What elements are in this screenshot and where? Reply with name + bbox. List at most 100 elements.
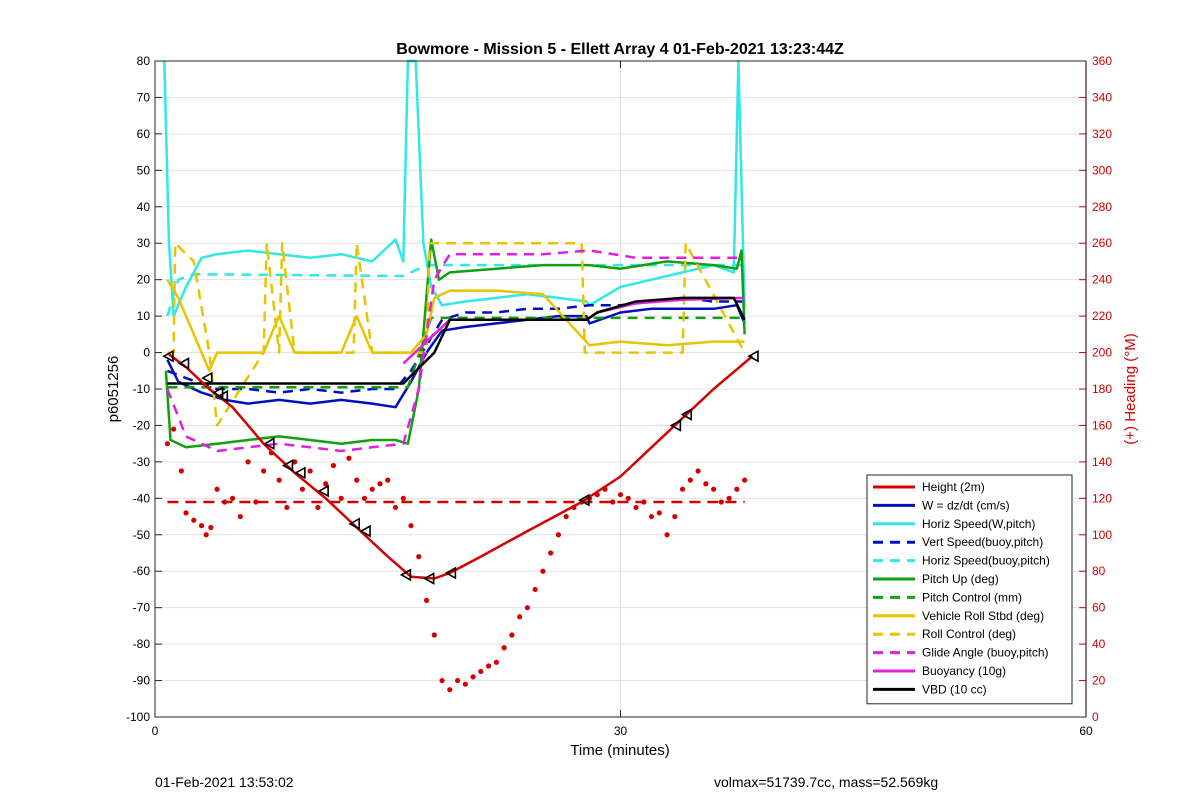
- heading-point: [203, 532, 209, 538]
- x-tick-label: 60: [1079, 724, 1093, 738]
- y-tick-label: 80: [137, 54, 151, 68]
- plot-frame: [154, 60, 1087, 718]
- y2-tick-label: 160: [1092, 418, 1112, 432]
- y2-tick-label: 320: [1092, 127, 1112, 141]
- y-tick-label: 20: [137, 273, 151, 287]
- y-axis-label: p6051256: [105, 356, 122, 423]
- y2-tick-label: 20: [1092, 674, 1106, 688]
- y-tick-label: -90: [133, 674, 151, 688]
- legend-entry: Vert Speed(buoy,pitch): [922, 535, 1043, 549]
- heading-point: [454, 677, 461, 684]
- heading-point: [695, 468, 701, 474]
- y2-tick-label: 240: [1092, 273, 1112, 287]
- heading-point: [361, 495, 368, 501]
- heading-point: [171, 426, 177, 432]
- triangle-marker: [317, 484, 329, 498]
- heading-point: [517, 614, 523, 620]
- x-tick-label: 30: [614, 724, 628, 738]
- series-line-5: [164, 238, 746, 449]
- heading-point: [633, 504, 639, 511]
- y-tick-label: -100: [126, 710, 150, 724]
- heading-point: [385, 477, 391, 483]
- triangle-marker: [422, 572, 435, 585]
- y-tick-label: 70: [137, 90, 151, 104]
- y-tick-label: -30: [133, 455, 151, 469]
- heading-point: [198, 523, 205, 529]
- heading-point: [307, 468, 313, 474]
- heading-point: [245, 459, 251, 465]
- triangle-marker: [216, 389, 229, 403]
- heading-point: [648, 513, 655, 520]
- series-line-1: [166, 303, 746, 409]
- footer-timestamp: 01-Feb-2021 13:53:02: [155, 774, 294, 790]
- heading-point: [548, 550, 554, 556]
- heading-point: [237, 513, 243, 520]
- series-line-9: [166, 249, 745, 453]
- y-tick-label: 0: [143, 346, 150, 360]
- y2-tick-label: 100: [1092, 528, 1112, 542]
- y-tick-label: -80: [133, 637, 151, 651]
- heading-point: [610, 499, 616, 505]
- heading-point: [178, 468, 184, 474]
- series-line-8: [167, 241, 746, 427]
- heading-point: [555, 532, 562, 538]
- heading-point: [208, 524, 214, 531]
- triangle-marker: [747, 349, 759, 363]
- heading-point: [447, 687, 453, 693]
- tick-labels: 0 30 60-100-90-80-70-60-50-40-30-20-100102…: [126, 54, 1112, 738]
- triangle-marker: [359, 524, 371, 538]
- heading-point: [478, 668, 484, 675]
- y2-tick-label: 140: [1092, 455, 1112, 469]
- heading-point: [229, 495, 236, 501]
- triangle-marker: [348, 517, 360, 531]
- heading-point: [392, 504, 399, 511]
- triangle-marker: [399, 568, 412, 582]
- heading-point: [734, 486, 740, 492]
- triangle-marker: [669, 419, 682, 432]
- heading-point: [354, 477, 360, 483]
- heading-point: [672, 513, 678, 520]
- heading-point: [292, 459, 298, 465]
- heading-point: [338, 495, 344, 501]
- y-tick-label: 10: [137, 309, 151, 323]
- heading-point: [540, 568, 546, 574]
- heading-point: [493, 659, 499, 665]
- heading-point: [524, 605, 531, 611]
- heading-point: [641, 499, 647, 505]
- y2-tick-label: 300: [1092, 163, 1112, 177]
- heading-point: [183, 510, 189, 516]
- heading-point: [726, 495, 732, 501]
- y-tick-label: 30: [137, 236, 151, 250]
- heading-point: [222, 499, 228, 505]
- heading-point: [703, 481, 709, 487]
- heading-point: [563, 513, 569, 520]
- triangle-marker: [294, 466, 306, 480]
- footer-mass-info: volmax=51739.7cc, mass=52.569kg: [714, 774, 939, 790]
- y2-tick-label: 340: [1092, 90, 1112, 104]
- heading-point: [664, 532, 670, 538]
- heading-point: [261, 468, 267, 474]
- heading-point: [377, 481, 383, 487]
- triangle-marker: [211, 386, 224, 400]
- x-tick-label: 0: [152, 724, 159, 738]
- y-tick-label: -20: [133, 418, 151, 432]
- heading-point: [617, 492, 624, 498]
- triangle-marker: [578, 493, 590, 507]
- triangle-marker: [177, 357, 190, 370]
- y2-tick-label: 360: [1092, 54, 1112, 68]
- heading-series: [164, 426, 748, 693]
- heading-point: [470, 674, 476, 680]
- legend-entry: Buoyancy (10g): [922, 664, 1006, 678]
- heading-point: [191, 517, 197, 523]
- heading-point: [687, 477, 693, 483]
- legend-box: [866, 474, 1073, 705]
- heading-point: [423, 597, 430, 603]
- heading-point: [656, 510, 662, 516]
- y2-tick-label: 60: [1092, 601, 1106, 615]
- heading-point: [408, 523, 414, 529]
- series-line-2: [163, 59, 746, 318]
- heading-point: [742, 477, 748, 483]
- legend: Height (2m) W = dz/dt (cm/s) Horiz Speed(W…: [866, 474, 1073, 705]
- heading-point: [323, 481, 329, 487]
